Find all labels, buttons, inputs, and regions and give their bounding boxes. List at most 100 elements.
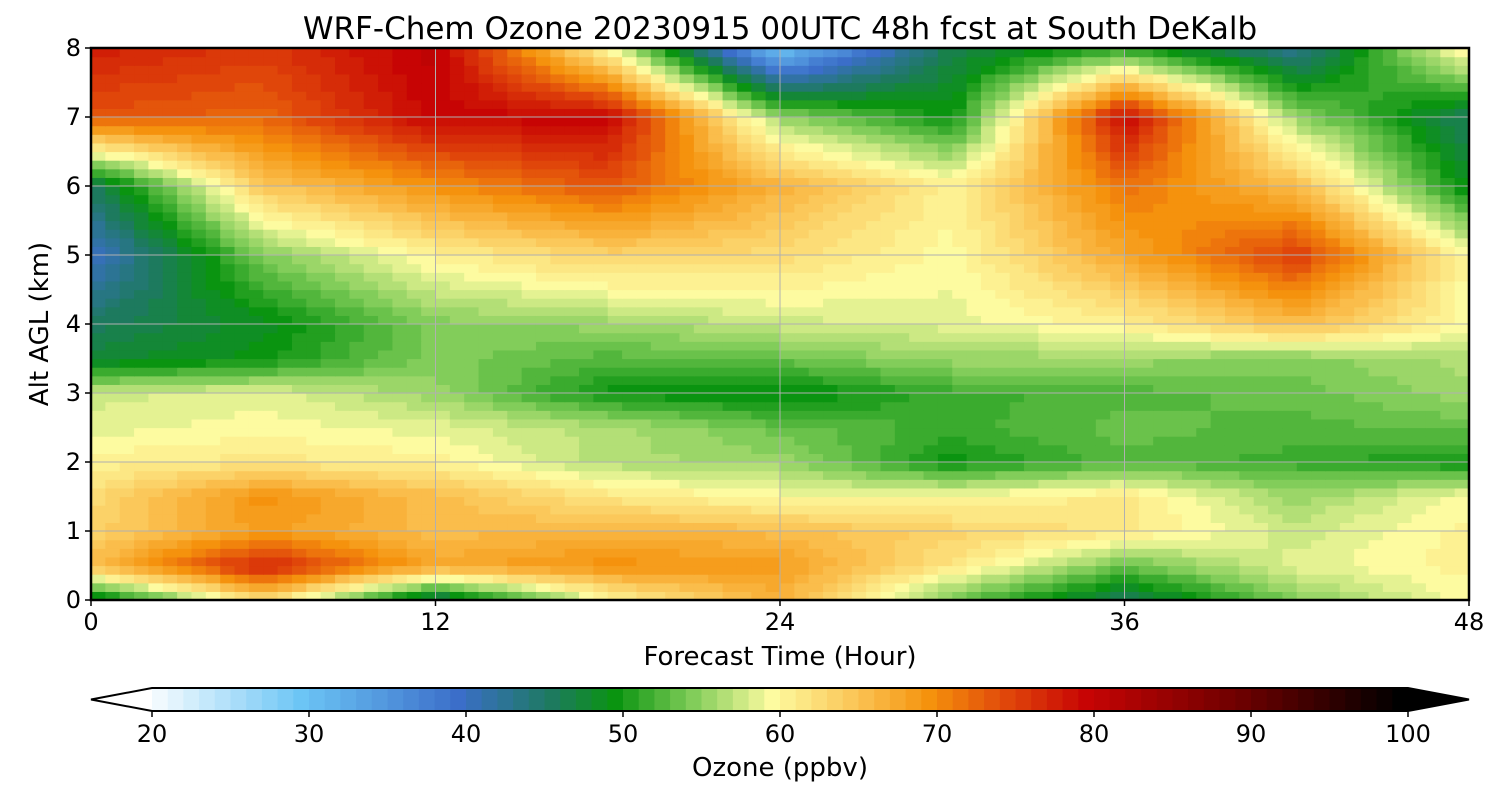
heatmap-cell [1354,272,1370,282]
heatmap-cell [1167,513,1183,523]
heatmap-cell [220,548,236,558]
heatmap-cell [851,280,867,291]
heatmap-cell [693,505,709,515]
heatmap-cell [808,522,824,532]
heatmap-cell [521,229,537,239]
heatmap-cell [1095,410,1111,420]
heatmap-cell [679,349,695,360]
heatmap-cell [1224,582,1240,592]
heatmap-cell [1411,341,1427,351]
heatmap-cell [1339,375,1355,385]
heatmap-cell [1210,315,1226,325]
heatmap-cell [607,349,623,360]
heatmap-cell [1268,479,1283,489]
heatmap-cell [780,306,795,316]
heatmap-cell [320,496,336,506]
heatmap-cell [205,444,221,454]
heatmap-cell [1052,237,1068,247]
heatmap-cell [277,565,293,575]
heatmap-cell [91,315,106,325]
heatmap-cell [693,280,709,291]
heatmap-cell [1397,479,1413,489]
heatmap-cell [1153,513,1169,523]
heatmap-cell [1268,462,1283,472]
heatmap-cell [665,591,681,601]
heatmap-cell [1038,220,1054,230]
heatmap-cell [91,229,106,239]
heatmap-cell [607,548,623,558]
heatmap-cell [263,556,279,567]
heatmap-cell [464,531,480,541]
heatmap-cell [794,272,810,282]
heatmap-cell [248,496,264,506]
heatmap-cell [780,272,795,282]
heatmap-cell [406,591,422,601]
heatmap-cell [1067,186,1083,196]
heatmap-cell [1038,246,1054,256]
heatmap-cell [765,375,781,385]
heatmap-cell [478,186,494,196]
heatmap-cell [392,513,408,523]
heatmap-cell [291,280,307,291]
heatmap-cell [1268,315,1283,325]
heatmap-cell [679,418,695,429]
heatmap-cell [593,263,609,273]
heatmap-cell [335,444,350,454]
heatmap-cell [1239,479,1255,489]
heatmap-cell [866,487,882,498]
heatmap-cell [1425,505,1441,515]
heatmap-cell [1095,349,1111,360]
heatmap-cell [1024,315,1039,325]
heatmap-cell [736,229,752,239]
heatmap-cell [464,444,480,454]
heatmap-cell [808,470,824,480]
heatmap-cell [923,384,939,394]
heatmap-cell [952,367,968,377]
heatmap-cell [794,453,810,463]
heatmap-cell [1411,315,1427,325]
heatmap-cell [1081,522,1097,532]
heatmap-cell [263,332,279,342]
heatmap-cell [622,496,638,506]
heatmap-cell [378,341,394,351]
heatmap-cell [148,522,164,532]
heatmap-cell [636,522,652,532]
heatmap-cell [1067,358,1083,368]
heatmap-cell [650,487,666,498]
heatmap-cell [492,401,508,411]
heatmap-cell [1411,470,1427,480]
heatmap-cell [449,418,465,429]
heatmap-cell [1397,418,1413,429]
heatmap-cell [177,272,193,282]
heatmap-cell [1397,358,1413,368]
heatmap-cell [808,548,824,558]
heatmap-cell [722,160,738,170]
heatmap-cell [1095,255,1111,265]
heatmap-cell [1153,436,1169,446]
heatmap-cell [952,177,968,187]
heatmap-cell [535,427,551,437]
heatmap-cell [1411,306,1427,316]
heatmap-cell [650,582,666,592]
heatmap-cell [1009,574,1025,584]
heatmap-cell [1110,315,1126,325]
heatmap-cell [320,186,336,196]
heatmap-cell [392,255,408,265]
heatmap-cell [421,203,437,213]
heatmap-cell [105,375,121,385]
heatmap-cell [1038,272,1054,282]
heatmap-cell [119,289,135,299]
heatmap-cell [1253,548,1269,558]
heatmap-cell [349,513,365,523]
heatmap-cell [220,444,236,454]
heatmap-cell [1167,487,1183,498]
heatmap-cell [1268,565,1283,575]
heatmap-cell [751,401,767,411]
heatmap-cell [751,574,767,584]
heatmap-cell [1296,487,1312,498]
heatmap-cell [1296,496,1312,506]
heatmap-cell [966,332,982,342]
heatmap-cell [966,211,982,222]
heatmap-cell [722,203,738,213]
heatmap-cell [277,401,293,411]
